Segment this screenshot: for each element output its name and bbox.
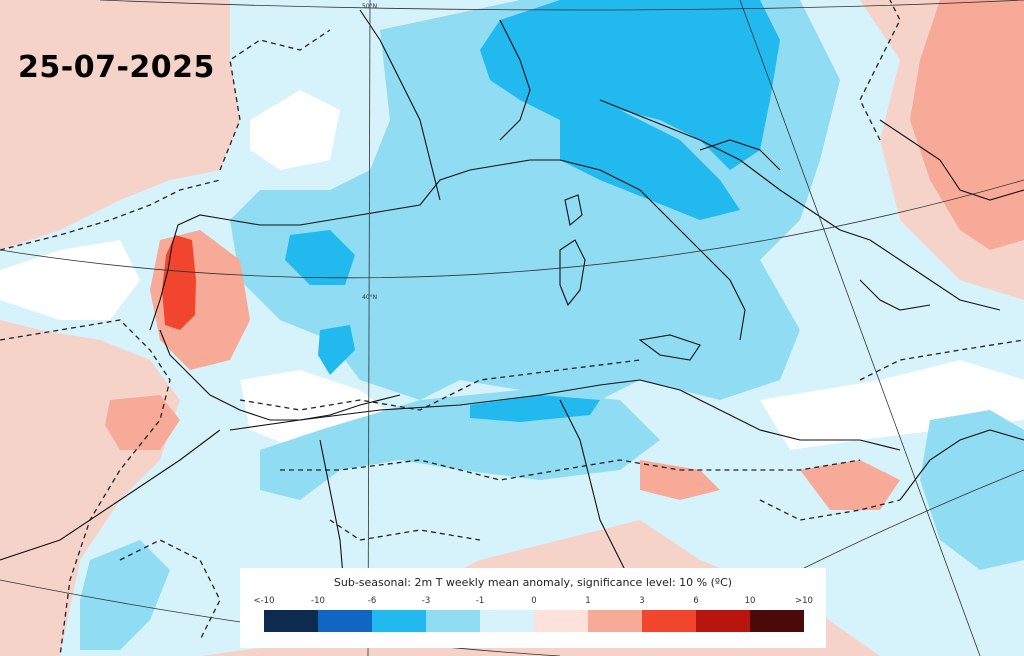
warm-region bbox=[800, 460, 900, 510]
legend-tick-label: 0 bbox=[531, 596, 537, 606]
legend-tick-label: -6 bbox=[367, 596, 377, 606]
legend-tick-label: -10 bbox=[311, 596, 325, 606]
lat-label-mid: 40°N bbox=[362, 294, 377, 301]
legend-swatch bbox=[318, 610, 372, 632]
legend-swatch bbox=[264, 610, 318, 632]
legend-swatch bbox=[426, 610, 480, 632]
neutral-patch bbox=[0, 240, 140, 320]
mid-cool-region bbox=[920, 410, 1024, 570]
warm-region bbox=[910, 0, 1024, 250]
legend-tick-label: 1 bbox=[585, 596, 591, 606]
legend-swatch bbox=[480, 610, 534, 632]
legend-tick-label: 6 bbox=[693, 596, 699, 606]
hot-region bbox=[162, 235, 196, 330]
legend-tick-label: 10 bbox=[744, 596, 756, 606]
warm-region bbox=[105, 395, 180, 450]
strong-cool-region bbox=[480, 0, 780, 170]
legend-swatch bbox=[534, 610, 588, 632]
legend-swatch bbox=[696, 610, 750, 632]
legend-tick-label: >10 bbox=[795, 596, 813, 606]
legend-swatch bbox=[588, 610, 642, 632]
date-label: 25-07-2025 bbox=[18, 50, 215, 85]
legend-swatch bbox=[750, 610, 804, 632]
mid-cool-region bbox=[80, 540, 170, 650]
strong-cool-region bbox=[285, 230, 355, 285]
colorbar-legend: Sub-seasonal: 2m T weekly mean anomaly, … bbox=[240, 568, 826, 648]
legend-tick-label: -1 bbox=[475, 596, 485, 606]
legend-swatch bbox=[372, 610, 426, 632]
strong-cool-region bbox=[560, 110, 740, 220]
neutral-patch bbox=[250, 90, 340, 170]
legend-colorbar bbox=[264, 610, 804, 632]
legend-title: Sub-seasonal: 2m T weekly mean anomaly, … bbox=[333, 576, 733, 589]
strong-cool-region bbox=[318, 325, 355, 375]
legend-tick-label: -3 bbox=[421, 596, 431, 606]
legend-ticks: <-10 -10 -6 -3 -1 0 1 3 6 10 >10 bbox=[253, 596, 812, 610]
lat-label-top: 50°N bbox=[362, 3, 377, 10]
legend-swatch bbox=[642, 610, 696, 632]
coastlines bbox=[0, 9, 1024, 601]
legend-tick-label: <-10 bbox=[253, 596, 275, 606]
legend-tick-label: 3 bbox=[639, 596, 645, 606]
